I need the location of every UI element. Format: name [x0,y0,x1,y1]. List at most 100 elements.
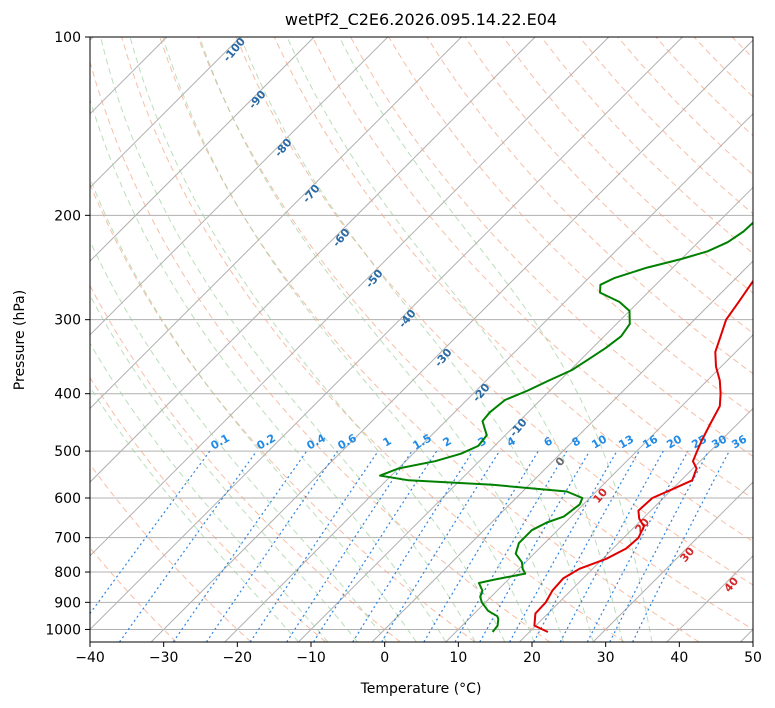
dry-adiabat-line [388,37,753,416]
y-tick-label: 600 [54,491,81,507]
dry-adiabat-line [90,284,401,642]
axis-ticks: −40 −30 −20 −10 0 10 20 30 40 5010009008007006005… [45,30,762,666]
mixing-ratio-line [632,450,730,642]
moist-adiabat-line [90,294,358,642]
dry-adiabat-label: -30 [432,346,455,370]
moist-adiabat-line [90,342,329,642]
mixing-ratio-label: 16 [640,432,660,451]
plot-frame [89,36,754,643]
mixing-ratio-line [509,450,618,642]
dry-adiabat-line [90,182,476,642]
dry-adiabat-line [121,37,625,642]
mixing-ratio-label: 2 [441,434,454,449]
mixing-ratio-line [479,450,591,642]
chart-title: wetPf2_C2E6.2026.095.14.22.E04 [285,10,557,30]
isotherm-line [90,37,389,336]
isotherm-line [90,37,610,557]
mixing-ratio-line [312,450,438,642]
dry-adiabat-line [541,37,753,254]
mixing-ratio-line [119,450,258,642]
dry-adiabat-line [90,376,327,642]
y-tick-label: 500 [54,444,81,460]
y-tick-label: 800 [54,565,81,581]
y-tick-label: 300 [54,313,81,329]
moist-adiabat-line [240,37,594,642]
background-lines [90,37,775,642]
dry-adiabat-line [770,37,775,642]
mixing-ratio-line [249,450,379,642]
mixing-ratio-label: 0.4 [305,431,329,452]
moist-adiabat-line [338,37,653,642]
x-tick-label: 10 [449,650,467,666]
isotherm-line [224,113,753,642]
mixing-ratio-line [586,450,689,642]
dewpoint-series-line [379,221,753,633]
dry-adiabat-line [197,37,753,630]
mixing-ratio-line [423,450,539,642]
mixing-ratio-line [559,450,664,642]
isotherm-line [90,37,241,189]
isotherm-line [150,39,753,642]
isotherm-line [592,481,753,642]
y-tick-label: 200 [54,208,81,224]
dry-adiabat-line [90,60,551,642]
moist-adiabat-line [90,98,447,642]
mixing-ratio-line [286,450,413,642]
dry-adiabat-line [159,37,700,642]
dry-adiabat-label: -80 [272,136,295,160]
dry-adiabat-line [617,37,753,176]
x-tick-label: −20 [223,650,253,666]
y-tick-label: 900 [54,595,81,611]
isotherm-line [740,628,753,642]
isotherm-line [519,407,753,642]
x-tick-label: 40 [670,650,688,666]
y-tick-label: 700 [54,531,81,547]
isotherm-line [90,37,536,483]
isotherm-line [90,37,315,262]
x-tick-label: 0 [380,650,389,666]
mixing-ratio-label: 1 [381,434,394,449]
y-tick-label: 400 [54,387,81,403]
mixing-ratio-line [454,450,568,642]
temperature-series-line [533,279,753,633]
isotherm-line [90,37,683,631]
mixing-ratio-label: 10 [589,432,609,451]
x-axis-label: Temperature (°C) [360,681,482,697]
dry-adiabat-line [350,37,753,458]
dry-adiabat-label: -20 [470,381,493,405]
moist-adiabat-line [162,37,535,642]
moist-adiabat-line [286,37,624,642]
mixing-ratio-label: 36 [729,432,749,451]
y-tick-label: 100 [54,30,81,46]
x-tick-label: 20 [523,650,541,666]
mixing-ratio-line [381,450,501,642]
dry-adiabat-label: -60 [330,226,353,250]
dry-adiabat-label: 0 [553,454,568,468]
y-axis-label: Pressure (hPa) [12,290,28,390]
mixing-ratio-line [205,450,338,642]
mixing-ratio-line [609,450,710,642]
y-tick-label: 1000 [45,622,81,638]
moist-adiabat-line [199,37,565,642]
mixing-ratio-label: 0.2 [255,431,278,452]
dry-adiabat-line [90,463,252,642]
dry-adiabat-line [655,37,753,137]
dry-adiabat-line [273,37,753,543]
dry-adiabat-label: -100 [220,35,248,65]
moist-adiabat-line [90,240,388,642]
mixing-ratio-line [172,450,308,642]
x-tick-label: 50 [744,650,762,666]
mixing-ratio-line [533,450,640,642]
dry-adiabat-label: -40 [396,307,419,331]
series-layer [379,221,753,633]
dry-adiabat-label: -90 [246,88,269,112]
dry-adiabat-line [693,37,753,98]
dry-adiabat-label: -70 [300,182,323,206]
dry-adiabat-line [311,37,753,500]
mixing-ratio-label: 1.5 [411,431,434,452]
dry-adiabat-label: -50 [363,267,386,291]
x-tick-label: −30 [149,650,179,666]
moist-adiabat-line [129,37,506,642]
dry-adiabat-line [235,37,753,586]
